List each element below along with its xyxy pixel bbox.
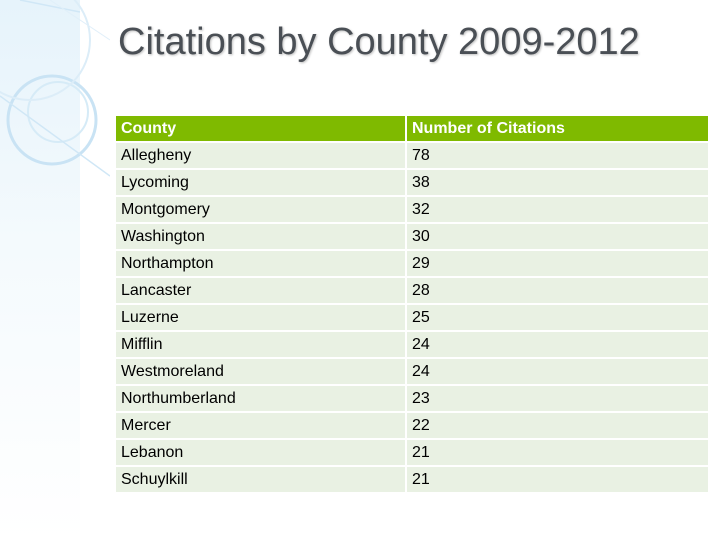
county-cell: Allegheny [116,143,405,168]
citations-cell: 28 [407,278,708,303]
table-header-row: County Number of Citations [116,116,708,141]
table-row: Montgomery 32 [116,197,708,222]
table-row: Lancaster 28 [116,278,708,303]
county-cell: Schuylkill [116,467,405,492]
table-row: Luzerne 25 [116,305,708,330]
citations-cell: 25 [407,305,708,330]
citations-cell: 21 [407,440,708,465]
citations-cell: 24 [407,359,708,384]
table-row: Lebanon 21 [116,440,708,465]
county-cell: Mercer [116,413,405,438]
citations-table: County Number of Citations Allegheny 78 Ly… [114,114,710,494]
county-cell: Northampton [116,251,405,276]
citations-cell: 29 [407,251,708,276]
citations-cell: 78 [407,143,708,168]
citations-cell: 22 [407,413,708,438]
table-body: Allegheny 78 Lycoming 38 Montgomery 32 Washing… [116,143,708,492]
slide-title: Citations by County 2009-2012 [118,21,640,63]
citations-cell: 21 [407,467,708,492]
table-row: Northampton 29 [116,251,708,276]
table-row: Westmoreland 24 [116,359,708,384]
circle-decor-graphic [0,0,110,177]
county-cell: Washington [116,224,405,249]
header-county: County [116,116,405,141]
county-cell: Lancaster [116,278,405,303]
county-cell: Westmoreland [116,359,405,384]
slide-decor-band [0,0,80,540]
table-row: Allegheny 78 [116,143,708,168]
county-cell: Mifflin [116,332,405,357]
table-row: Lycoming 38 [116,170,708,195]
header-citations: Number of Citations [407,116,708,141]
county-cell: Lebanon [116,440,405,465]
county-cell: Luzerne [116,305,405,330]
citations-cell: 23 [407,386,708,411]
citations-cell: 38 [407,170,708,195]
table-row: Northumberland 23 [116,386,708,411]
table-row: Mercer 22 [116,413,708,438]
county-cell: Lycoming [116,170,405,195]
county-cell: Montgomery [116,197,405,222]
citations-cell: 30 [407,224,708,249]
table-row: Schuylkill 21 [116,467,708,492]
citations-cell: 24 [407,332,708,357]
citations-cell: 32 [407,197,708,222]
table-row: Washington 30 [116,224,708,249]
table-row: Mifflin 24 [116,332,708,357]
county-cell: Northumberland [116,386,405,411]
